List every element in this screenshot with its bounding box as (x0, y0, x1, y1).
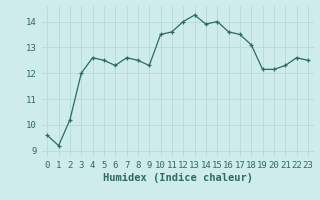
X-axis label: Humidex (Indice chaleur): Humidex (Indice chaleur) (103, 173, 252, 183)
